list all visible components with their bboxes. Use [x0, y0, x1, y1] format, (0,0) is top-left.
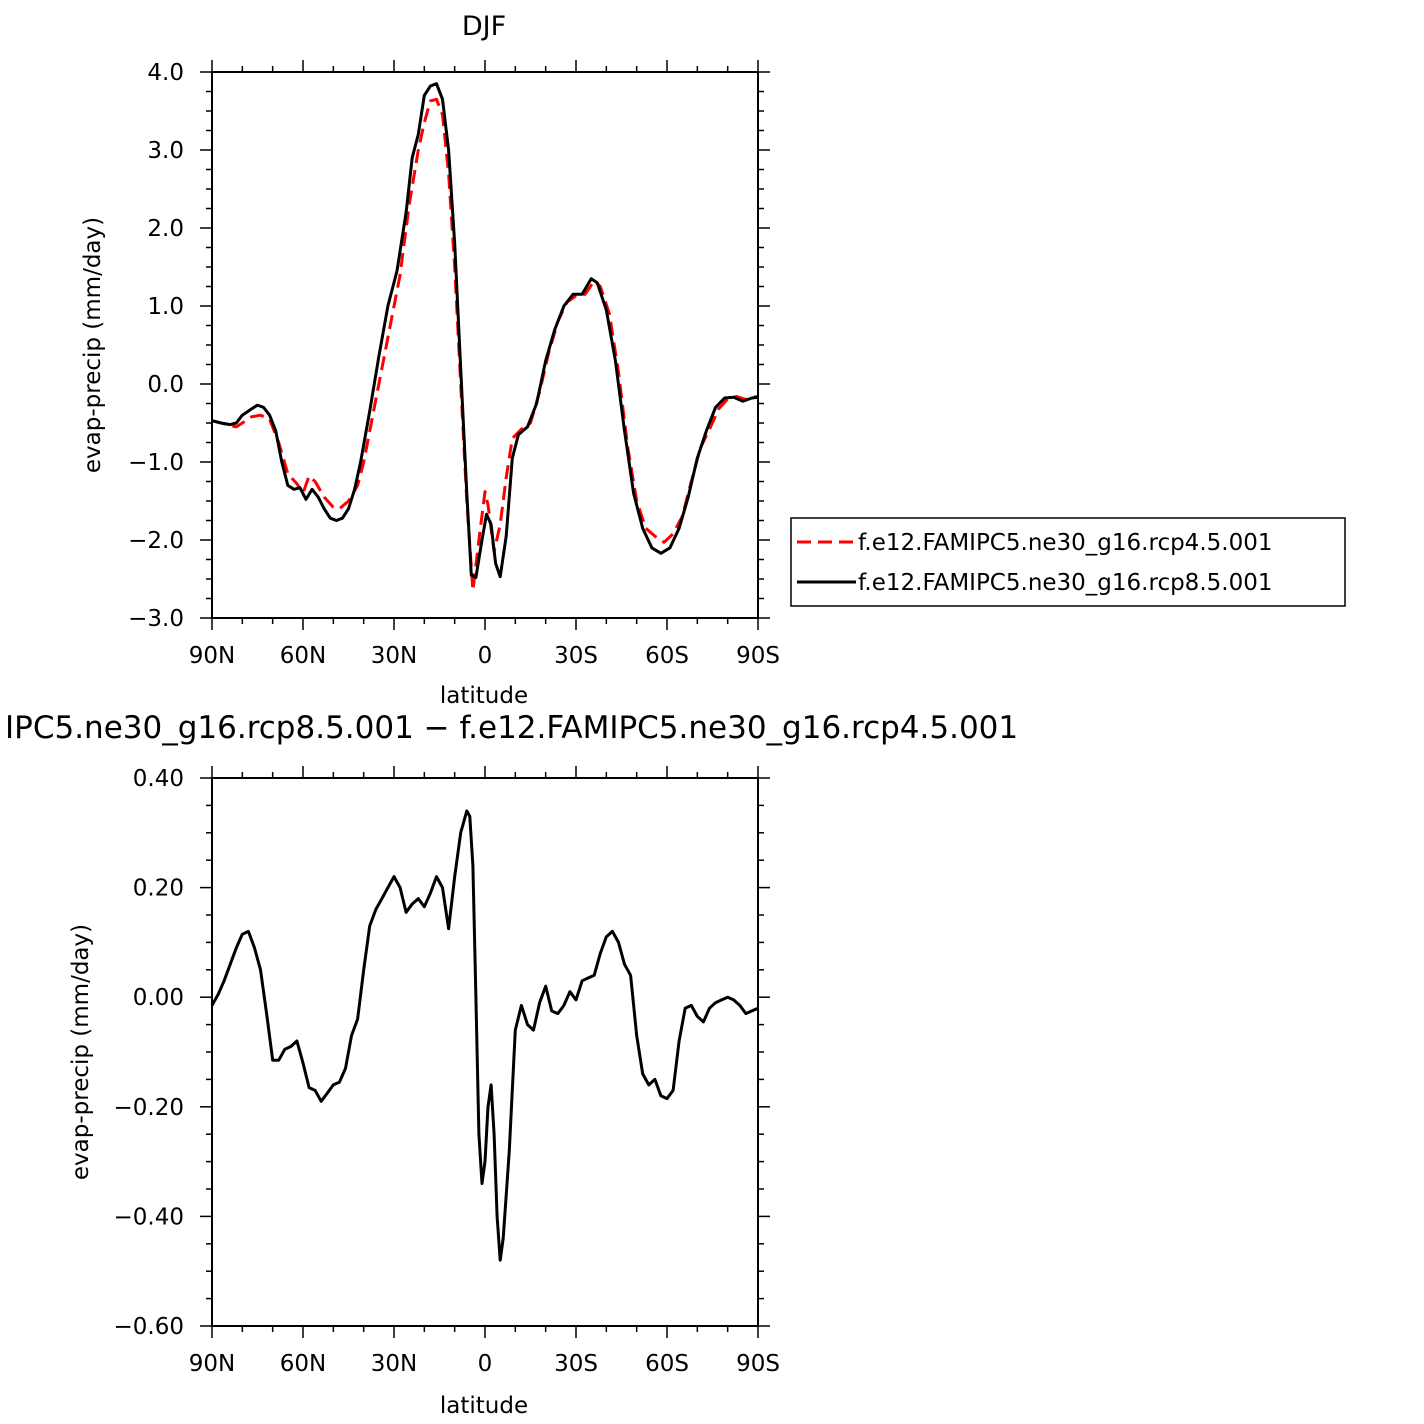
top-panel-x-tick-label: 90S [736, 643, 780, 669]
bottom-panel-y-tick-label: 0.00 [133, 985, 184, 1011]
bottom-panel-y-tick-label: −0.60 [114, 1314, 184, 1340]
bottom-panel-title: IPC5.ne30_g16.rcp8.5.001 − f.e12.FAMIPC5… [5, 710, 1018, 746]
top-panel-y-tick-label: 2.0 [147, 216, 184, 242]
top-panel: DJF 90N 60N 30N 0 30S 60S 90S −3.0 −2.0 −1.0 0.0 1.… [80, 11, 780, 709]
top-panel-y-tick-label: 4.0 [147, 60, 184, 86]
bottom-panel: IPC5.ne30_g16.rcp8.5.001 − f.e12.FAMIPC5… [5, 710, 1018, 1419]
bottom-panel-y-axis-label: evap-precip (mm/day) [68, 924, 94, 1180]
bottom-panel-x-tick-label: 0 [478, 1351, 493, 1377]
bottom-panel-x-tick-label: 90N [189, 1351, 235, 1377]
bottom-panel-series-layer [210, 809, 759, 1262]
top-panel-y-tick-label: −1.0 [128, 450, 184, 476]
top-panel-y-tick-label: 1.0 [147, 294, 184, 320]
bottom-panel-y-tick-label: −0.20 [114, 1095, 184, 1121]
bottom-panel-x-axis-label: latitude [440, 1393, 528, 1419]
top-panel-plot-frame [211, 71, 759, 619]
bottom-panel-series-line-0 [210, 809, 759, 1262]
bottom-panel-x-tick-label: 30S [554, 1351, 598, 1377]
bottom-panel-x-tick-label: 90S [736, 1351, 780, 1377]
top-panel-x-tick-label: 90N [189, 643, 235, 669]
top-panel-x-tick-label: 60N [280, 643, 326, 669]
top-panel-y-tick-label: −3.0 [128, 606, 184, 632]
legend-entry-rcp85: f.e12.FAMIPC5.ne30_g16.rcp8.5.001 [858, 570, 1272, 596]
legend: f.e12.FAMIPC5.ne30_g16.rcp4.5.001 f.e12.… [790, 517, 1346, 607]
top-panel-series-layer [211, 82, 759, 593]
top-panel-x-axis-label: latitude [440, 683, 528, 709]
top-panel-y-tick-label: 0.0 [147, 372, 184, 398]
bottom-panel-x-tick-label: 30N [371, 1351, 417, 1377]
top-panel-y-axis-label: evap-precip (mm/day) [80, 217, 106, 473]
top-panel-x-tick-label: 0 [478, 643, 493, 669]
top-panel-ticks: 90N 60N 30N 0 30S 60S 90S −3.0 −2.0 −1.0 0.0 1.0 2.0… [128, 60, 780, 669]
bottom-panel-x-tick-label: 60S [645, 1351, 689, 1377]
top-panel-x-tick-label: 30S [554, 643, 598, 669]
bottom-panel-ticks: 90N 60N 30N 0 30S 60S 90S −0.60 −0.40 −0.20 0.00 0.… [114, 766, 780, 1377]
legend-entry-rcp45: f.e12.FAMIPC5.ne30_g16.rcp4.5.001 [858, 530, 1272, 556]
bottom-panel-y-tick-label: −0.40 [114, 1204, 184, 1230]
bottom-panel-y-tick-label: 0.20 [133, 876, 184, 902]
top-panel-y-tick-label: 3.0 [147, 138, 184, 164]
top-panel-y-tick-label: −2.0 [128, 528, 184, 554]
top-panel-title: DJF [462, 11, 506, 42]
top-panel-series-line-0 [211, 97, 759, 593]
top-panel-x-tick-label: 30N [371, 643, 417, 669]
legend-box [790, 517, 1346, 607]
bottom-panel-y-tick-label: 0.40 [133, 766, 184, 792]
bottom-panel-plot-frame [211, 777, 759, 1327]
bottom-panel-x-tick-label: 60N [280, 1351, 326, 1377]
top-panel-series-line-1 [211, 82, 759, 579]
top-panel-x-tick-label: 60S [645, 643, 689, 669]
